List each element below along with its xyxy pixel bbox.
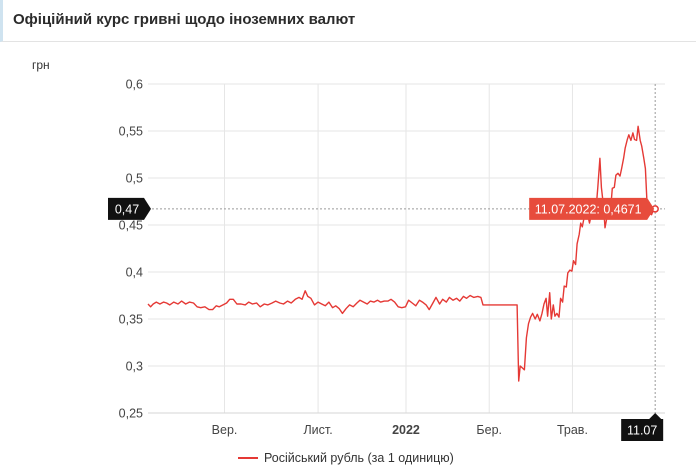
y-tick-label: 0,55 bbox=[119, 125, 143, 139]
grid-layer bbox=[148, 83, 665, 414]
y-axis: 0,25 0,3 0,35 0,4 0,45 0,5 0,55 0,6 bbox=[119, 78, 143, 421]
x-tick-label: 2022 bbox=[392, 423, 420, 437]
x-tick-label: Трав. bbox=[557, 423, 588, 437]
x-axis: Вер. Лист. 2022 Бер. Трав. bbox=[212, 423, 588, 437]
legend-label: Російський рубль (за 1 одиницю) bbox=[264, 451, 454, 465]
y-value-marker-label: 0,47 bbox=[115, 202, 139, 216]
y-tick-label: 0,35 bbox=[119, 313, 143, 327]
tooltip-box bbox=[529, 197, 655, 220]
y-tick-label: 0,45 bbox=[119, 219, 143, 233]
legend-line-icon bbox=[238, 457, 258, 459]
y-tick-label: 0,6 bbox=[126, 78, 143, 92]
y-tick-label: 0,25 bbox=[119, 407, 143, 421]
header-panel: Офіційний курс гривні щодо іноземних вал… bbox=[0, 0, 696, 42]
x-value-marker bbox=[621, 413, 664, 441]
y-tick-label: 0,3 bbox=[126, 360, 143, 374]
x-tick-label: Вер. bbox=[212, 423, 238, 437]
x-tick-label: Бер. bbox=[476, 423, 502, 437]
y-value-marker bbox=[108, 197, 151, 220]
x-value-marker-label: 11.07 bbox=[627, 424, 657, 438]
y-axis-unit-label: грн bbox=[32, 58, 50, 72]
annotation-layer: 0,47 11.07 11.07.2022: 0,4671 bbox=[108, 84, 665, 441]
x-tick-label: Лист. bbox=[303, 423, 332, 437]
y-tick-label: 0,4 bbox=[126, 266, 143, 280]
legend[interactable]: Російський рубль (за 1 одиницю) bbox=[238, 451, 454, 465]
page-title: Офіційний курс гривні щодо іноземних вал… bbox=[13, 11, 356, 28]
y-tick-label: 0,5 bbox=[126, 172, 143, 186]
tooltip-label: 11.07.2022: 0,4671 bbox=[535, 202, 642, 216]
